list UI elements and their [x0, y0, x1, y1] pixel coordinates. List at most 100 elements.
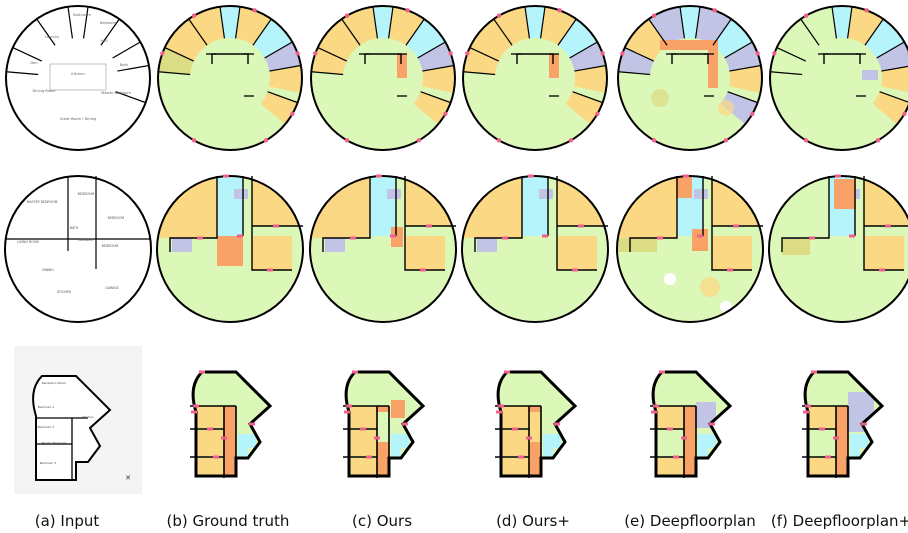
plan-wall: [863, 176, 904, 271]
input-room-label: Kitchen: [82, 415, 93, 419]
region-closet: [569, 42, 606, 72]
door-mark: [405, 8, 410, 13]
plan-row3-oursp: [495, 370, 578, 478]
door-mark: [554, 422, 560, 426]
plan-wall: [574, 64, 607, 72]
door-mark: [374, 436, 380, 440]
door-mark: [390, 234, 396, 238]
region-bedroom: [557, 236, 597, 270]
region-hall: [834, 179, 856, 209]
door-mark: [528, 174, 534, 178]
plan-row2-input: MASTER BEDROOM BEDROOM BATH BEDROOM LIVING R…: [4, 175, 152, 323]
plan-wall: [831, 6, 838, 39]
door-mark: [290, 111, 295, 117]
door-mark: [199, 370, 205, 374]
plan-wall: [493, 18, 513, 46]
door-mark: [902, 111, 907, 117]
compass-icon: ✕: [125, 474, 131, 482]
door-mark: [885, 224, 891, 228]
plan-wall: [539, 6, 546, 39]
door-mark: [803, 13, 809, 18]
plan-outline: [5, 5, 151, 151]
region-balcony: [617, 238, 657, 252]
plan-wall: [36, 18, 56, 46]
caption-input: (a) Input: [34, 512, 100, 530]
region-bedroom: [164, 19, 208, 62]
input-room-label: Den: [30, 61, 37, 65]
door-mark: [465, 51, 470, 56]
plan-wall: [12, 47, 43, 62]
input-room-label: Bedroom 3: [40, 461, 57, 465]
region-hall: [224, 406, 236, 476]
region-bath: [543, 448, 553, 458]
door-mark: [595, 111, 600, 117]
plan-wall: [158, 71, 191, 76]
region-bath: [679, 6, 701, 39]
input-room-label: BATH: [70, 226, 79, 230]
door-mark: [578, 224, 584, 228]
region-bedroom: [317, 19, 361, 62]
region-closet: [848, 392, 874, 432]
door-mark: [683, 174, 689, 178]
door-mark: [249, 422, 255, 426]
region-bedroom: [498, 406, 529, 428]
door-mark: [772, 51, 777, 56]
door-mark: [526, 436, 532, 440]
region-bedroom: [235, 6, 272, 46]
plan-wall: [405, 18, 425, 46]
plan-wall: [879, 91, 908, 103]
region-bedroom: [422, 65, 455, 93]
door-mark: [879, 268, 885, 272]
plan-wall: [469, 47, 500, 62]
region-closet: [172, 238, 192, 252]
plan-wall: [322, 176, 371, 252]
door-mark: [861, 422, 867, 426]
door-mark: [651, 138, 657, 143]
door-mark: [750, 111, 755, 117]
region-bedroom: [847, 6, 884, 46]
input-room-label: Reception Room: [42, 381, 67, 385]
door-mark: [809, 236, 815, 240]
plan-row3-gt: [190, 370, 273, 478]
input-room-label: Bedroom: [100, 21, 117, 25]
plan-outline: [4, 175, 152, 323]
plan-wall: [169, 176, 218, 252]
plan-wall: [776, 47, 807, 62]
region-bedroom: [346, 406, 377, 428]
door-mark: [448, 51, 453, 56]
region-bedroom: [653, 406, 684, 428]
region-bath: [372, 6, 394, 39]
plan-wall: [6, 71, 39, 76]
plan-wall: [267, 91, 298, 104]
region-bedroom: [346, 458, 377, 476]
region-bath: [238, 434, 256, 448]
door-mark: [833, 436, 839, 440]
input-room-label: Bedroom 2: [38, 425, 55, 429]
plan-outline: [461, 175, 609, 323]
region-noise: [310, 176, 370, 238]
plan-wall: [112, 41, 141, 59]
plan-row3-dfpp: [802, 370, 885, 478]
plan-wall: [417, 41, 446, 59]
door-mark: [502, 236, 508, 240]
door-mark: [344, 410, 350, 414]
plan-wall: [671, 53, 709, 64]
region-bedroom: [617, 176, 677, 238]
door-mark: [803, 410, 809, 414]
region-bedroom: [881, 65, 908, 93]
region-bedroom: [653, 458, 684, 476]
plan-wall: [770, 71, 803, 76]
plan-wall: [252, 18, 272, 46]
region-bedroom: [462, 176, 522, 238]
region-living: [770, 47, 806, 75]
plan-outline: [310, 5, 456, 151]
region-closet: [234, 189, 248, 199]
region-hall: [676, 176, 692, 198]
region-living: [776, 19, 820, 62]
door-mark: [350, 236, 356, 240]
region-closet: [876, 42, 908, 72]
plan-outline: [617, 5, 763, 151]
door-mark: [600, 51, 605, 56]
plan-row3-input: Reception Room Bedroom 1 Kitchen Bedroom 2 M…: [14, 346, 142, 494]
